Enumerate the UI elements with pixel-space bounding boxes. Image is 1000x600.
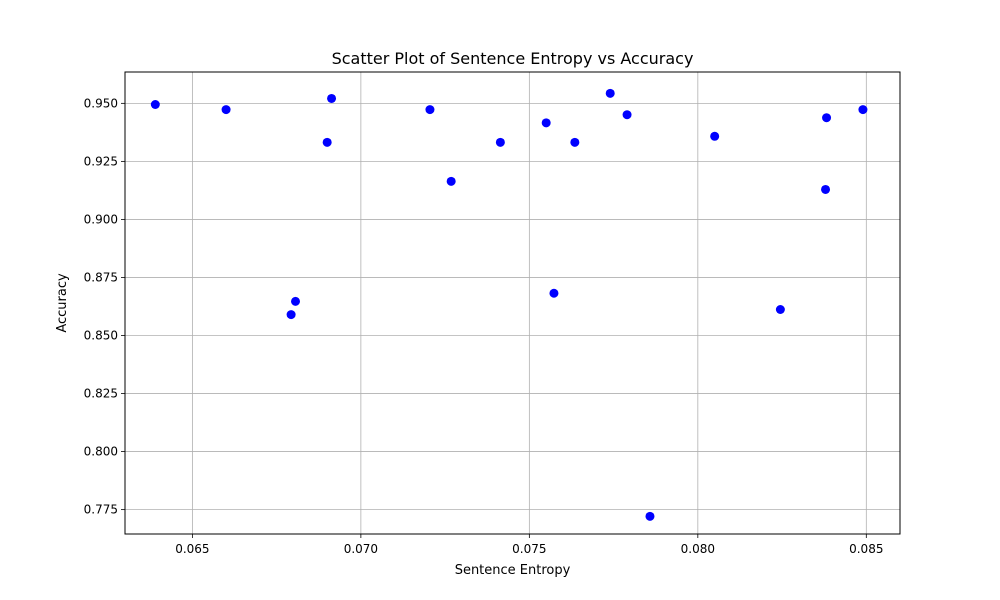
- y-tick-label: 0.800: [84, 445, 118, 459]
- data-point: [425, 105, 435, 115]
- y-tick-label: 0.900: [84, 212, 118, 226]
- data-point: [645, 511, 655, 521]
- x-tick-label: 0.080: [681, 542, 715, 556]
- grid: [125, 72, 900, 534]
- data-points: [150, 88, 868, 521]
- data-point: [822, 113, 832, 123]
- data-point: [858, 105, 868, 115]
- y-tick-label: 0.925: [84, 154, 118, 168]
- data-point: [446, 176, 456, 186]
- x-axis-label: Sentence Entropy: [455, 563, 571, 578]
- chart-title: Scatter Plot of Sentence Entropy vs Accu…: [332, 49, 694, 68]
- data-point: [291, 296, 300, 306]
- data-point: [821, 184, 831, 194]
- data-point: [150, 100, 160, 110]
- data-point: [495, 137, 505, 147]
- x-tick-label: 0.075: [512, 542, 546, 556]
- data-point: [286, 310, 296, 320]
- x-tick-label: 0.065: [175, 542, 209, 556]
- x-axis-ticks: 0.065 0.070 0.075 0.080 0.085: [175, 534, 883, 556]
- data-point: [327, 93, 337, 103]
- x-tick-label: 0.070: [344, 542, 378, 556]
- y-tick-label: 0.775: [84, 503, 118, 517]
- data-point: [605, 88, 615, 98]
- data-point: [541, 118, 551, 128]
- data-point: [775, 305, 785, 315]
- data-point: [570, 137, 580, 147]
- data-point: [221, 105, 231, 115]
- y-tick-label: 0.875: [84, 270, 118, 284]
- y-tick-label: 0.850: [84, 329, 118, 343]
- y-axis-label: Accuracy: [55, 273, 70, 333]
- y-tick-label: 0.950: [84, 96, 118, 110]
- data-point: [710, 131, 720, 141]
- data-point: [322, 137, 332, 147]
- data-point: [622, 110, 632, 120]
- x-tick-label: 0.085: [849, 542, 883, 556]
- plot-area-frame: [124, 71, 901, 535]
- data-point: [549, 288, 559, 298]
- y-tick-label: 0.825: [84, 387, 118, 401]
- y-axis-ticks: 0.775 0.800 0.825 0.850 0.875 0.900 0.925 0.950: [84, 96, 125, 517]
